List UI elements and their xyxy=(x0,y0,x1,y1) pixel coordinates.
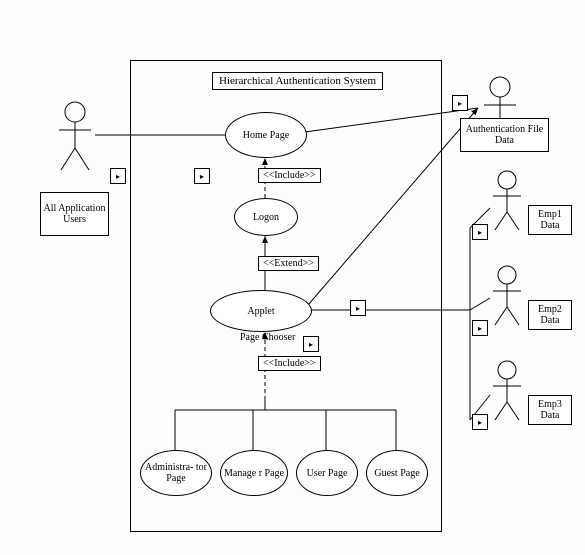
direction-marker: ▸ xyxy=(452,95,468,111)
usecase-applet: Applet xyxy=(210,290,312,332)
usecase-guest: Guest Page xyxy=(366,450,428,496)
direction-marker: ▸ xyxy=(472,224,488,240)
usecase-user: User Page xyxy=(296,450,358,496)
direction-marker: ▸ xyxy=(194,168,210,184)
usecase-manager: Manage r Page xyxy=(220,450,288,496)
actor-label-all-users: All Application Users xyxy=(40,192,109,236)
actor-emp1 xyxy=(490,170,524,232)
diagram-canvas: Hierarchical Authentication System xyxy=(0,0,585,555)
actor-emp2 xyxy=(490,265,524,327)
stereotype-include-2: <<Include>> xyxy=(258,356,321,371)
actor-label-emp1: Emp1 Data xyxy=(528,205,572,235)
direction-marker: ▸ xyxy=(472,414,488,430)
label-page-chooser: Page Chooser xyxy=(240,332,295,343)
usecase-admin: Administra- tor Page xyxy=(140,450,212,496)
actor-emp3 xyxy=(490,360,524,422)
usecase-home: Home Page xyxy=(225,112,307,158)
system-title: Hierarchical Authentication System xyxy=(212,72,383,90)
usecase-logon: Logon xyxy=(234,198,298,236)
stereotype-extend: <<Extend>> xyxy=(258,256,319,271)
actor-label-emp3: Emp3 Data xyxy=(528,395,572,425)
actor-label-emp2: Emp2 Data xyxy=(528,300,572,330)
actor-all-users xyxy=(55,100,95,172)
direction-marker: ▸ xyxy=(350,300,366,316)
direction-marker: ▸ xyxy=(472,320,488,336)
actor-label-auth-file: Authentication File Data xyxy=(460,118,549,152)
direction-marker: ▸ xyxy=(110,168,126,184)
stereotype-include-1: <<Include>> xyxy=(258,168,321,183)
direction-marker: ▸ xyxy=(303,336,319,352)
